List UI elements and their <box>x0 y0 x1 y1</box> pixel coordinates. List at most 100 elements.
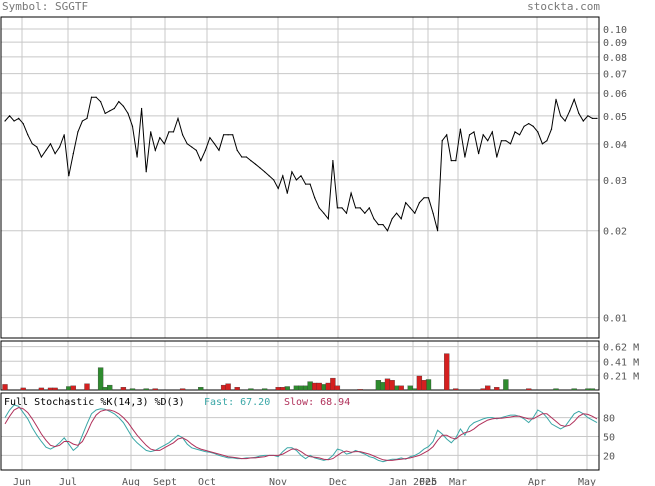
price-point <box>232 134 234 136</box>
price-tick-label: 0.01 <box>603 314 627 325</box>
volume-bar-down <box>526 388 532 391</box>
price-point <box>514 131 516 133</box>
price-point <box>532 125 534 127</box>
price-point <box>204 149 206 151</box>
price-point <box>113 107 115 110</box>
volume-bar-down <box>38 387 45 391</box>
volume-bar-down <box>225 383 231 391</box>
price-point <box>368 207 370 209</box>
volume-bar-down <box>234 387 240 391</box>
price-point <box>578 112 580 114</box>
volume-bar-down <box>20 387 26 391</box>
month-label: Apr <box>528 477 546 486</box>
volume-bar-up <box>298 385 304 391</box>
volume-bar-up <box>380 382 386 391</box>
stoch-title: Full Stochastic %K(14,3) %D(3) <box>4 397 185 408</box>
price-point <box>259 167 261 169</box>
price-point <box>336 207 338 209</box>
price-tick-label: 0.07 <box>603 70 627 81</box>
price-point <box>227 134 229 136</box>
price-point <box>77 131 79 133</box>
price-tick-label: 0.09 <box>603 38 627 49</box>
volume-bar-up <box>503 379 509 391</box>
price-point <box>418 202 420 204</box>
volume-bar-up <box>393 385 400 391</box>
price-point <box>587 115 589 117</box>
price-point <box>90 96 93 98</box>
price-point <box>528 123 530 125</box>
volume-bar-up <box>198 387 204 391</box>
chart-gridlines <box>1 17 599 470</box>
price-tick-label: 0.10 <box>603 25 627 36</box>
price-point <box>519 134 521 136</box>
month-label: Sept <box>153 477 177 486</box>
price-point <box>36 146 38 148</box>
price-point <box>446 134 448 136</box>
price-point <box>49 143 52 145</box>
price-point <box>382 224 384 226</box>
price-point <box>441 140 443 142</box>
price-point <box>95 96 97 98</box>
price-point <box>200 160 202 162</box>
volume-bar-down <box>220 384 227 391</box>
volume-tick-label: 0.21 M <box>603 371 639 382</box>
month-label: Feb <box>419 477 437 486</box>
price-point <box>68 175 70 177</box>
volume-bar-down <box>275 387 281 391</box>
price-point <box>332 160 334 162</box>
price-point <box>400 218 402 220</box>
price-point <box>218 149 220 151</box>
panel-frame <box>0 340 600 391</box>
price-panel <box>4 96 598 232</box>
price-point <box>478 153 480 155</box>
price-point <box>364 212 366 214</box>
price-point <box>277 187 279 190</box>
volume-bar-up <box>553 388 559 391</box>
price-point <box>359 207 361 209</box>
price-point <box>27 134 29 136</box>
volume-panel <box>2 353 596 391</box>
price-point <box>459 128 461 130</box>
stoch-fast-label: Fast: 67.20 <box>204 397 270 408</box>
price-point <box>18 117 20 119</box>
symbol-label: Symbol: SGGTF <box>2 0 89 13</box>
volume-bar-down <box>384 378 391 391</box>
volume-bar-down <box>416 375 423 391</box>
price-point <box>127 112 129 114</box>
price-point <box>423 197 425 199</box>
price-point <box>159 137 161 139</box>
price-point <box>150 131 152 133</box>
price-point <box>282 175 284 177</box>
volume-bar-up <box>302 385 309 391</box>
price-point <box>427 197 430 199</box>
price-tick-label: 0.08 <box>603 53 627 64</box>
price-point <box>245 156 247 158</box>
price-point <box>295 179 297 181</box>
price-point <box>409 207 411 209</box>
price-point <box>154 149 156 151</box>
stoch-tick-label: 20 <box>603 451 615 462</box>
volume-bar-up <box>284 386 290 391</box>
stoch-tick-label: 80 <box>603 414 615 425</box>
price-point <box>455 160 457 162</box>
price-point <box>81 120 83 122</box>
price-point <box>373 218 375 220</box>
price-point <box>300 175 302 177</box>
price-point <box>9 115 11 117</box>
price-point <box>464 156 466 158</box>
price-point <box>432 212 434 214</box>
price-point <box>59 146 61 148</box>
volume-bar-up <box>571 388 577 391</box>
price-point <box>569 110 571 112</box>
month-label: Jul <box>59 477 77 486</box>
price-point <box>264 171 266 173</box>
price-point <box>109 110 111 112</box>
stoch-fast-line <box>4 404 598 463</box>
price-point <box>414 212 416 214</box>
price-series-line <box>4 96 597 232</box>
volume-bar-down <box>325 382 331 391</box>
volume-bar-down <box>280 387 286 391</box>
chart-frames <box>0 16 600 471</box>
price-point <box>13 120 15 122</box>
price-tick-label: 0.05 <box>603 112 627 123</box>
